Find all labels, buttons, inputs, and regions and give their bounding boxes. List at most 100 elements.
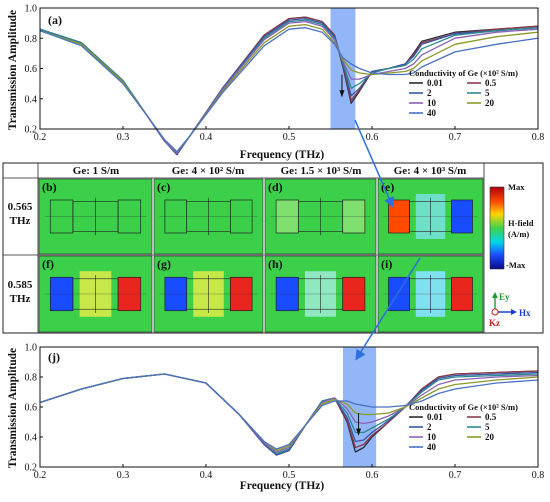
chart-j-trend-arrowhead (356, 428, 362, 436)
chart-j-y-tick-label: 0.6 (25, 403, 38, 414)
colorbar-min: -Max (506, 260, 526, 270)
chart-a-legend-label: 5 (485, 88, 490, 98)
cell-border (264, 178, 377, 255)
chart-j-x-tick-label: 0.3 (117, 470, 130, 481)
row-1-label: THz (10, 215, 31, 227)
chart-j-legend-label: 20 (485, 432, 495, 442)
chart-j-series-line (39, 373, 539, 452)
field-grid: Ge: 1 S/m Ge: 4 × 10² S/m Ge: 1.5 × 10³ … (2, 162, 544, 334)
panel-letter: (f) (42, 257, 54, 271)
chart-j-series-line (39, 371, 539, 456)
cell-border (38, 178, 153, 255)
chart-a-legend-title: Conductivity of Ge (×10² S/m) (409, 68, 518, 78)
chart-a-y-tick-label: 0.6 (25, 64, 38, 75)
chart-j-y-tick-label: 1.0 (25, 343, 38, 354)
field-cell-e: (e) (377, 178, 484, 255)
panel-letter: (e) (381, 180, 394, 194)
kz-label: Kz (489, 318, 500, 328)
chart-a: 0.2 0.3 0.4 0.5 0.6 0.7 0.8 0.2 0.4 0.6 0.8 1.0 Cond… (25, 4, 545, 156)
header-1: Ge: 1 S/m (73, 165, 119, 177)
cell-border (377, 255, 484, 333)
chart-a-legend-label: 0.01 (427, 78, 443, 88)
chart-a-x-tick-label: 0.6 (366, 132, 379, 143)
chart-a-x-tick-label: 0.3 (117, 132, 130, 143)
chart-j: 0.2 0.3 0.4 0.5 0.6 0.7 0.8 0.2 0.4 0.6 0.8 1.0 Cond… (25, 343, 545, 482)
panel-letter: (c) (157, 180, 170, 194)
chart-j-y-tick-label: 0.4 (25, 433, 38, 444)
colorbar-unit: (A/m) (508, 229, 529, 239)
cell-border (264, 255, 377, 333)
chart-a-x-tick-label: 0.7 (449, 132, 462, 143)
chart-j-x-tick-label: 0.5 (283, 470, 296, 481)
grid-frame (2, 162, 544, 334)
chart-a-legend-label: 0.5 (485, 78, 497, 88)
chart-a-x-tick-label: 0.5 (283, 132, 296, 143)
chart-j-x-tick-label: 0.7 (449, 470, 462, 481)
cell-border (377, 178, 484, 255)
chart-j-legend-title: Conductivity of Ge (×10² S/m) (409, 402, 518, 412)
field-cell-b: (b) (38, 178, 153, 255)
chart-j-legend-label: 10 (427, 432, 437, 442)
chart-j-legend-label: 40 (427, 442, 437, 452)
chart-j-series-line (39, 373, 539, 450)
chart-j-series-line (39, 373, 539, 453)
chart-j-x-tick-label: 0.6 (366, 470, 379, 481)
cell-border (153, 255, 264, 333)
hx-arrowhead (511, 309, 517, 315)
connector-arrow-top (354, 119, 394, 208)
colorbar-label: H-field (508, 218, 534, 228)
panel-letter: (g) (157, 257, 171, 271)
row-2-label: 0.585 (8, 279, 33, 291)
field-cell-d: (d) (264, 178, 377, 255)
chart-j-legend-label: 5 (485, 422, 490, 432)
chart-j-series-line (39, 373, 539, 455)
chart-a-x-tick-label: 0.4 (200, 132, 213, 143)
chart-j-legend-label: 0.5 (485, 412, 497, 422)
chart-j-y-tick-label: 0.2 (25, 463, 38, 474)
chart-j-x-tick-label: 0.4 (200, 470, 213, 481)
header-2: Ge: 4 × 10² S/m (172, 165, 245, 177)
chart-j-y-tick-label: 0.8 (25, 373, 38, 384)
connector-arrows (354, 119, 421, 361)
chart-a-x-tick-label: 0.2 (34, 132, 47, 143)
ey-arrowhead (492, 292, 498, 298)
colorbar (489, 186, 505, 270)
field-cell-h: (h) (264, 255, 377, 333)
chart-a-y-tick-label: 0.8 (25, 34, 38, 45)
hx-label: Hx (519, 308, 531, 318)
chart-a-y-tick-label: 1.0 (25, 4, 38, 15)
chart-a-legend-label: 20 (485, 98, 495, 108)
panel-letter: (d) (268, 180, 283, 194)
ey-label: Ey (499, 292, 510, 302)
header-4: Ge: 4 × 10³ S/m (394, 165, 467, 177)
field-cell-i: (i) (377, 255, 484, 333)
chart-j-x-tick-label: 0.8 (532, 470, 545, 481)
cell-border (153, 178, 264, 255)
header-3: Ge: 1.5 × 10³ S/m (281, 165, 362, 177)
chart-a-legend-label: 2 (427, 88, 432, 98)
chart-a-series-line (39, 27, 539, 153)
field-cell-f: (f) (38, 255, 153, 333)
colorbar-max: Max (508, 182, 525, 192)
row-2-label: THz (10, 293, 31, 305)
chart-a-letter: (a) (48, 13, 62, 27)
panel-letter: (b) (42, 180, 57, 194)
chart-a-series-line (39, 20, 539, 154)
connector-arrow-bottom (355, 257, 421, 361)
panel-letter: (h) (268, 257, 283, 271)
cell-border (38, 255, 153, 333)
chart-a-y-tick-label: 0.4 (25, 94, 38, 105)
chart-j-legend-label: 0.01 (427, 412, 443, 422)
chart-a-ylabel: Transmission Amplitude (7, 10, 19, 130)
chart-j-letter: (j) (48, 350, 60, 364)
row-1-label: 0.565 (8, 201, 33, 213)
chart-a-legend-label: 10 (427, 98, 437, 108)
panel-letter: (i) (381, 257, 392, 271)
chart-j-legend-label: 2 (427, 422, 432, 432)
chart-j-ylabel: Transmission Amplitude (7, 348, 19, 468)
chart-j-xlabel: Frequency (THz) (240, 480, 325, 492)
chart-a-trend-arrowhead (339, 90, 345, 98)
chart-a-legend-label: 40 (427, 108, 437, 118)
chart-a-x-tick-label: 0.8 (532, 132, 545, 143)
